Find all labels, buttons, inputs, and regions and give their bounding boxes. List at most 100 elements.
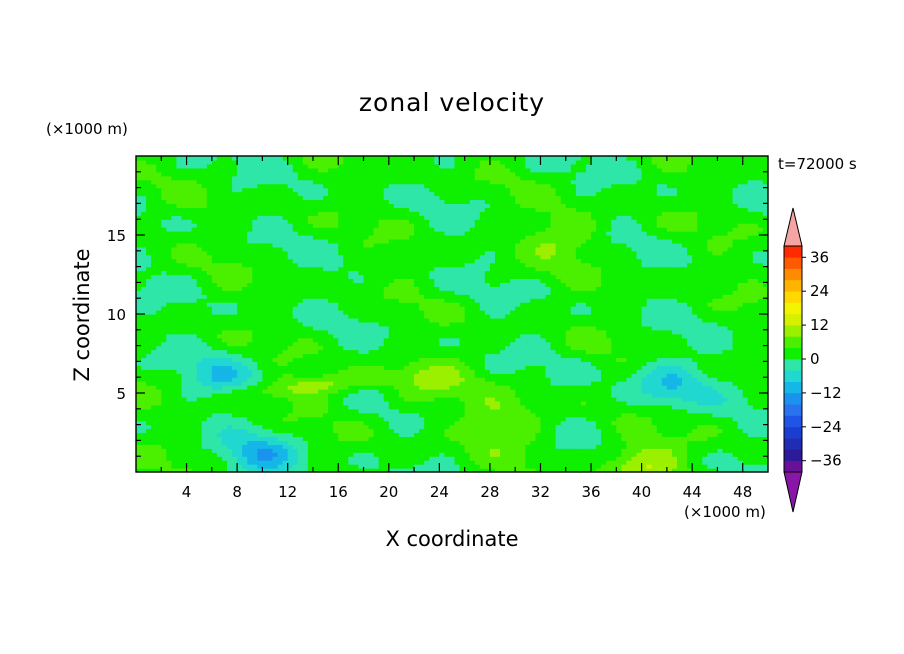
field-cell bbox=[419, 365, 425, 370]
field-cell bbox=[136, 424, 142, 430]
field-cell bbox=[287, 302, 294, 307]
field-cell bbox=[307, 464, 314, 469]
field-cell bbox=[141, 242, 147, 248]
field-cell bbox=[186, 286, 193, 291]
field-cell bbox=[419, 235, 425, 240]
field-cell bbox=[333, 238, 339, 244]
field-cell bbox=[439, 393, 446, 398]
field-cell bbox=[136, 396, 142, 402]
field-cell bbox=[302, 341, 309, 347]
field-cell bbox=[353, 242, 360, 248]
field-cell bbox=[328, 329, 334, 335]
field-cell bbox=[358, 373, 365, 378]
field-cell bbox=[216, 377, 223, 382]
field-cell bbox=[242, 420, 248, 426]
field-cell bbox=[414, 333, 420, 339]
field-cell bbox=[449, 420, 456, 426]
field-cell bbox=[338, 400, 344, 406]
field-cell bbox=[333, 278, 339, 283]
field-cell bbox=[287, 250, 294, 256]
field-cell bbox=[146, 329, 152, 335]
field-cell bbox=[262, 420, 269, 426]
field-cell bbox=[434, 416, 440, 422]
field-cell bbox=[363, 420, 370, 426]
field-cell bbox=[409, 195, 415, 201]
field-cell bbox=[368, 377, 375, 382]
field-cell bbox=[383, 250, 390, 256]
field-cell bbox=[343, 468, 349, 472]
field-cell bbox=[439, 175, 446, 181]
field-cell bbox=[216, 420, 223, 426]
field-cell bbox=[221, 333, 228, 339]
field-cell bbox=[439, 211, 446, 216]
field-cell bbox=[257, 219, 263, 224]
field-cell bbox=[363, 333, 370, 339]
field-cell bbox=[373, 191, 380, 197]
field-cell bbox=[252, 420, 258, 426]
field-cell bbox=[373, 254, 380, 260]
field-cell bbox=[146, 167, 152, 173]
field-cell bbox=[166, 404, 172, 410]
field-cell bbox=[378, 321, 385, 327]
field-cell bbox=[348, 468, 355, 472]
field-cell bbox=[186, 227, 193, 232]
field-cell bbox=[191, 258, 198, 264]
field-cell bbox=[146, 377, 152, 382]
field-cell bbox=[146, 231, 152, 236]
field-cell bbox=[434, 349, 440, 355]
field-cell bbox=[267, 156, 274, 161]
field-cell bbox=[221, 420, 228, 426]
field-cell bbox=[216, 389, 223, 394]
field-cell bbox=[262, 349, 269, 355]
field-cell bbox=[227, 432, 233, 438]
field-cell bbox=[318, 428, 324, 434]
field-cell bbox=[297, 274, 304, 280]
field-cell bbox=[272, 223, 279, 228]
field-cell bbox=[227, 361, 233, 366]
field-cell bbox=[439, 408, 446, 414]
field-cell bbox=[227, 440, 233, 445]
field-cell bbox=[201, 440, 208, 445]
field-cell bbox=[363, 345, 370, 351]
field-cell bbox=[439, 270, 446, 276]
field-cell bbox=[171, 227, 178, 232]
field-cell bbox=[307, 246, 314, 252]
field-cell bbox=[312, 238, 319, 244]
field-cell bbox=[393, 167, 400, 173]
field-cell bbox=[176, 231, 183, 236]
field-cell bbox=[216, 163, 223, 169]
field-cell bbox=[363, 400, 370, 406]
field-cell bbox=[216, 468, 223, 472]
field-cell bbox=[333, 408, 339, 414]
field-cell bbox=[307, 215, 314, 220]
field-cell bbox=[277, 223, 284, 228]
field-cell bbox=[424, 199, 430, 204]
field-cell bbox=[403, 310, 410, 315]
field-cell bbox=[257, 270, 263, 276]
field-cell bbox=[136, 302, 142, 307]
field-cell bbox=[388, 349, 395, 355]
field-cell bbox=[393, 310, 400, 315]
field-cell bbox=[333, 156, 339, 161]
field-cell bbox=[146, 179, 152, 185]
field-cell bbox=[211, 294, 218, 299]
field-cell bbox=[297, 317, 304, 323]
field-cell bbox=[444, 286, 451, 291]
field-cell bbox=[424, 385, 430, 390]
field-cell bbox=[328, 365, 334, 370]
field-cell bbox=[409, 250, 415, 256]
field-cell bbox=[201, 270, 208, 276]
field-cell bbox=[176, 211, 183, 216]
field-cell bbox=[221, 235, 228, 240]
field-cell bbox=[312, 412, 319, 418]
field-cell bbox=[414, 345, 420, 351]
field-cell bbox=[196, 464, 203, 469]
field-cell bbox=[272, 227, 279, 232]
field-cell bbox=[449, 393, 456, 398]
field-cell bbox=[378, 452, 385, 457]
field-cell bbox=[363, 163, 370, 169]
field-cell bbox=[368, 365, 375, 370]
field-cell bbox=[242, 171, 248, 177]
field-cell bbox=[277, 310, 284, 315]
field-cell bbox=[328, 223, 334, 228]
